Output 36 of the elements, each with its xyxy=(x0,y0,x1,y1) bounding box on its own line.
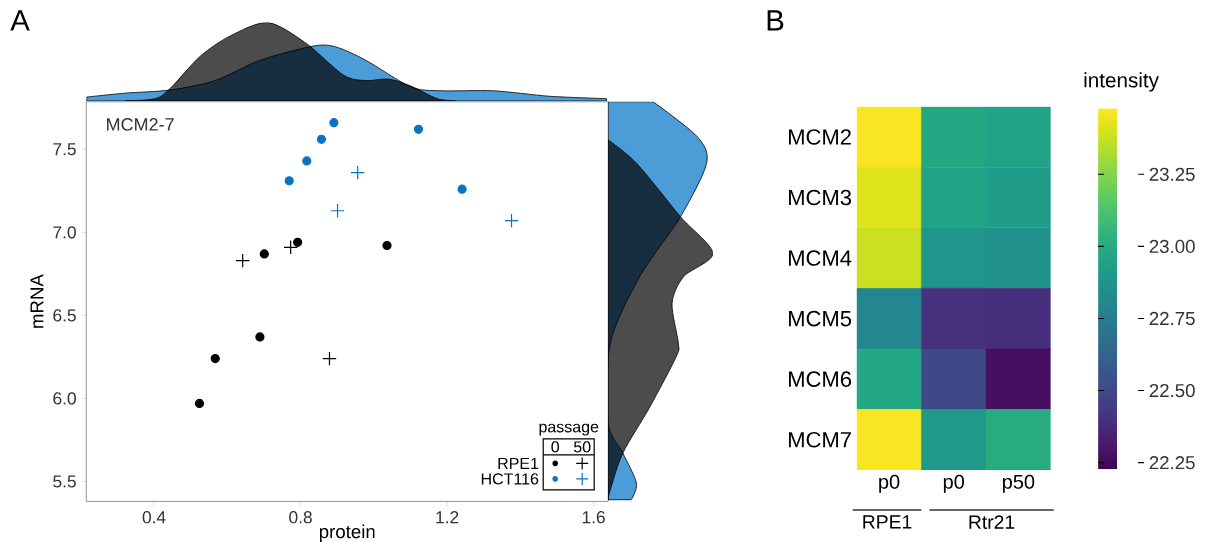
y-tick-label: MCM6 xyxy=(789,371,852,387)
x-tick-label: p0 xyxy=(879,474,900,493)
chart-title: A xyxy=(10,10,30,31)
color-bar-label: 22.25 xyxy=(1149,456,1195,470)
annotation: 0 xyxy=(551,441,560,453)
x-tick-label: 0.4 xyxy=(142,511,166,524)
text: Rtr21 xyxy=(969,515,1015,529)
x-axis-title: protein xyxy=(319,524,375,542)
color-bar-label: 22.75 xyxy=(1149,311,1195,326)
x-tick-label: p0 xyxy=(943,474,965,493)
y-tick-label: 6.5 xyxy=(53,309,76,322)
annotation: RPE1 xyxy=(498,457,539,469)
x-tick-label: 0.8 xyxy=(289,511,312,524)
y-tick-label: MCM4 xyxy=(789,250,852,266)
color-bar-label: 23.25 xyxy=(1149,167,1195,181)
y-tick-label: MCM2 xyxy=(789,129,851,145)
x-tick-label: p50 xyxy=(1002,474,1035,493)
y-tick-label: 7.0 xyxy=(53,226,76,239)
color-bar-label: 23.00 xyxy=(1149,239,1195,254)
y-tick-label: MCM3 xyxy=(789,189,852,206)
text: RPE1 xyxy=(863,515,912,529)
y-tick-label: 7.5 xyxy=(53,143,76,156)
color-bar-label: 22.50 xyxy=(1149,383,1195,398)
chart-title: B xyxy=(767,10,784,31)
y-tick-label: 6.0 xyxy=(53,392,76,405)
annotation: HCT116 xyxy=(481,473,539,485)
y-tick-label: 5.5 xyxy=(53,475,76,488)
annotation: 50 xyxy=(573,441,591,453)
x-tick-label: 1.2 xyxy=(436,511,459,524)
y-tick-label: MCM5 xyxy=(789,310,852,327)
annotation: MCM2-7 xyxy=(107,118,174,131)
color-bar-title: intensity xyxy=(1084,72,1159,92)
y-tick-label: MCM7 xyxy=(789,431,851,448)
x-tick-label: 1.6 xyxy=(582,511,605,524)
legend-title: passage xyxy=(539,423,599,436)
y-axis-title: mRNA xyxy=(30,274,44,328)
